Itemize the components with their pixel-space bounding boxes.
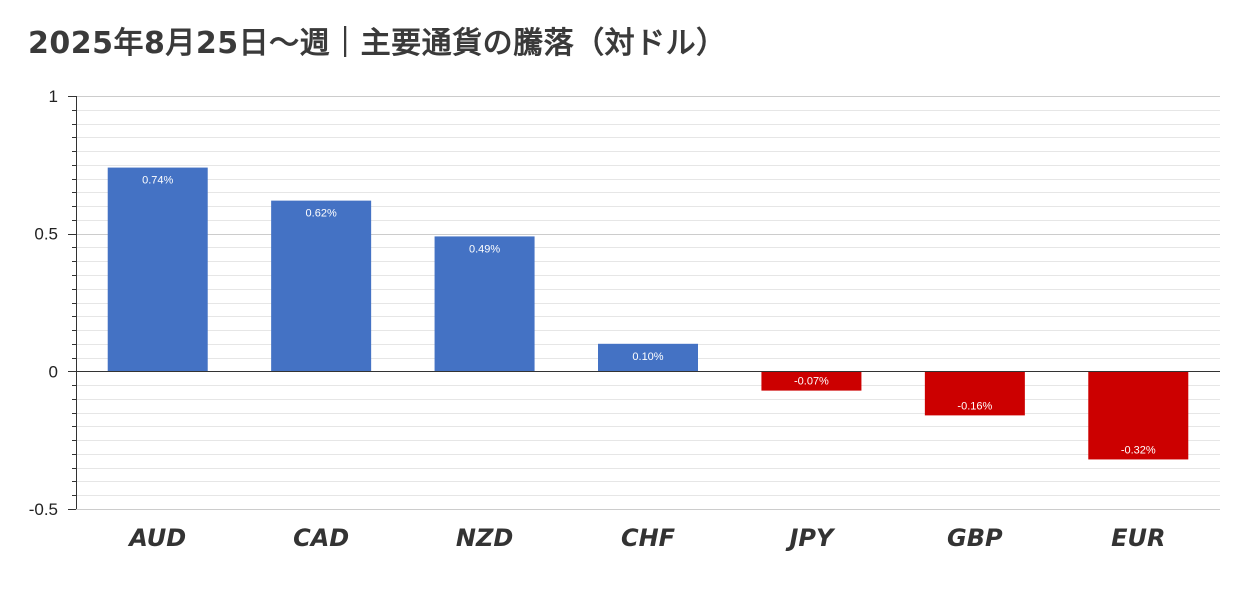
grid-lines [76,96,1220,510]
bar-gbp [924,371,1025,416]
data-label: -0.07% [794,376,829,388]
bar-aud [107,167,208,372]
bars [107,167,1189,460]
x-tick-label: AUD [127,524,186,552]
bar-cad [271,200,372,372]
x-tick-label: NZD [456,524,513,552]
bar-eur [1088,371,1189,460]
chart-title: 2025年8月25日～週｜主要通貨の騰落（対ドル） [28,26,727,61]
bar-nzd [434,236,535,372]
labels: 1 0.5 0 -0.5 0.74% AUD 0.62% CAD 0.49% NZD 0.10% CH… [29,87,1166,552]
y-tick-label: 0 [49,362,58,381]
y-tick-label: -0.5 [29,500,58,519]
data-label: 0.74% [142,175,173,187]
x-tick-label: CAD [293,524,349,552]
y-tick-label: 0.5 [34,225,58,244]
x-tick-label: JPY [785,524,836,552]
bar-jpy [761,371,862,391]
data-label: 0.62% [306,208,337,220]
data-label: -0.16% [957,400,992,412]
bar-chf [598,343,698,372]
x-tick-label: CHF [621,524,676,552]
x-tick-label: EUR [1111,524,1165,552]
data-label: 0.10% [632,351,663,363]
data-label: 0.49% [469,243,500,255]
x-tick-label: GBP [947,524,1003,552]
y-tick-label: 1 [49,87,58,106]
axes [68,96,1220,510]
data-label: -0.32% [1121,444,1156,456]
